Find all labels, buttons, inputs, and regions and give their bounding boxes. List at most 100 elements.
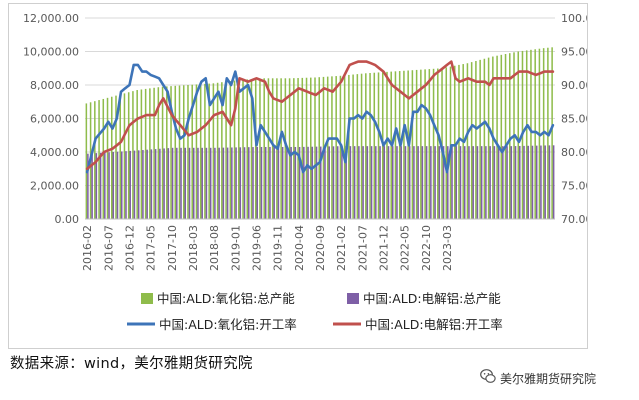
bar	[208, 83, 210, 220]
bar	[197, 147, 199, 219]
bar	[428, 69, 431, 220]
x-tick-label: 2021-07	[356, 225, 369, 271]
bar	[502, 146, 504, 219]
bar	[94, 101, 96, 219]
bar	[132, 91, 134, 219]
bar	[314, 77, 316, 220]
x-tick-label: 2016-07	[102, 225, 115, 271]
bar	[163, 148, 165, 219]
bar	[170, 86, 172, 219]
bar	[256, 146, 259, 219]
bar	[298, 146, 301, 219]
bar	[140, 89, 143, 219]
bar	[413, 146, 415, 219]
bar	[216, 82, 219, 220]
bar	[104, 152, 106, 219]
bar	[383, 146, 386, 219]
bar	[149, 88, 151, 219]
x-tick-label: 2020-09	[314, 225, 327, 271]
bar	[180, 147, 182, 219]
bar	[404, 146, 407, 219]
bar	[548, 145, 551, 219]
bar	[133, 150, 136, 219]
bar	[504, 54, 507, 220]
bar	[417, 146, 419, 219]
bar	[290, 146, 292, 219]
bar	[370, 146, 373, 219]
series-line	[85, 63, 555, 174]
bar	[353, 146, 356, 219]
brand-watermark: 美尔雅期货研究院	[500, 372, 597, 386]
bar	[551, 47, 553, 219]
bar	[171, 147, 174, 219]
bar	[332, 146, 335, 219]
bar	[331, 76, 333, 220]
bar	[356, 74, 359, 219]
bar	[259, 78, 261, 220]
bar	[442, 146, 445, 219]
bar	[120, 151, 123, 219]
bar	[191, 84, 193, 220]
bar	[451, 146, 453, 219]
bar	[540, 145, 542, 219]
bar	[415, 69, 418, 219]
bar	[369, 72, 371, 219]
bar	[115, 95, 117, 219]
bar	[525, 50, 528, 220]
bar	[447, 146, 449, 219]
series-line	[85, 60, 555, 171]
bar	[95, 153, 98, 219]
bar	[493, 146, 496, 219]
bar	[394, 71, 397, 219]
legend-label: 中国:ALD:电解铝:开工率	[365, 317, 503, 332]
bar	[293, 78, 295, 219]
wechat-icon	[480, 369, 496, 383]
bar	[523, 145, 525, 219]
bar	[318, 77, 320, 219]
bar	[116, 151, 119, 219]
legend-label: 中国:ALD:电解铝:总产能	[363, 291, 501, 306]
bar	[112, 152, 115, 219]
chart-frame: 0.00 70.00 2,000.00 75.00 4,000.00 80.00 6,000…	[8, 3, 588, 349]
bar	[284, 78, 287, 219]
bar	[459, 146, 462, 219]
x-tick-label: 2017-05	[145, 225, 158, 271]
source-note: 数据来源：wind，美尔雅期货研究院	[10, 356, 253, 372]
bar	[328, 146, 330, 219]
bar	[352, 74, 354, 219]
bar	[514, 146, 517, 219]
bar	[167, 148, 170, 219]
bar	[475, 60, 477, 219]
bar	[453, 65, 456, 219]
bar	[182, 85, 185, 219]
y-left-tick-label: 0.00	[55, 213, 80, 226]
x-tick-label: 2021-02	[335, 225, 348, 271]
bar	[201, 147, 203, 219]
bar	[297, 78, 299, 219]
bar	[335, 76, 337, 219]
x-tick-label: 2016-02	[81, 225, 94, 271]
bar	[87, 153, 89, 219]
bar	[360, 73, 363, 219]
bar	[102, 98, 105, 219]
bar	[377, 72, 380, 219]
bar	[303, 146, 305, 219]
x-tick-label: 2023-03	[441, 225, 454, 271]
bar	[324, 146, 326, 219]
y-right-tick-label: 80.00	[561, 146, 587, 159]
bar	[178, 85, 181, 219]
bar	[99, 152, 102, 219]
legend-label: 中国:ALD:氧化铝:总产能	[157, 291, 295, 306]
bar	[445, 67, 448, 219]
bar	[119, 94, 121, 219]
bar	[506, 146, 508, 219]
bar	[221, 82, 223, 219]
bar	[403, 70, 405, 219]
bar	[269, 146, 271, 219]
bar	[479, 59, 481, 219]
x-tick-label: 2019-11	[272, 225, 285, 271]
bar	[159, 148, 161, 219]
x-tick-label: 2022-10	[420, 225, 433, 271]
y-left-tick-label: 12,000.00	[23, 12, 79, 25]
legend-swatch	[347, 293, 359, 304]
